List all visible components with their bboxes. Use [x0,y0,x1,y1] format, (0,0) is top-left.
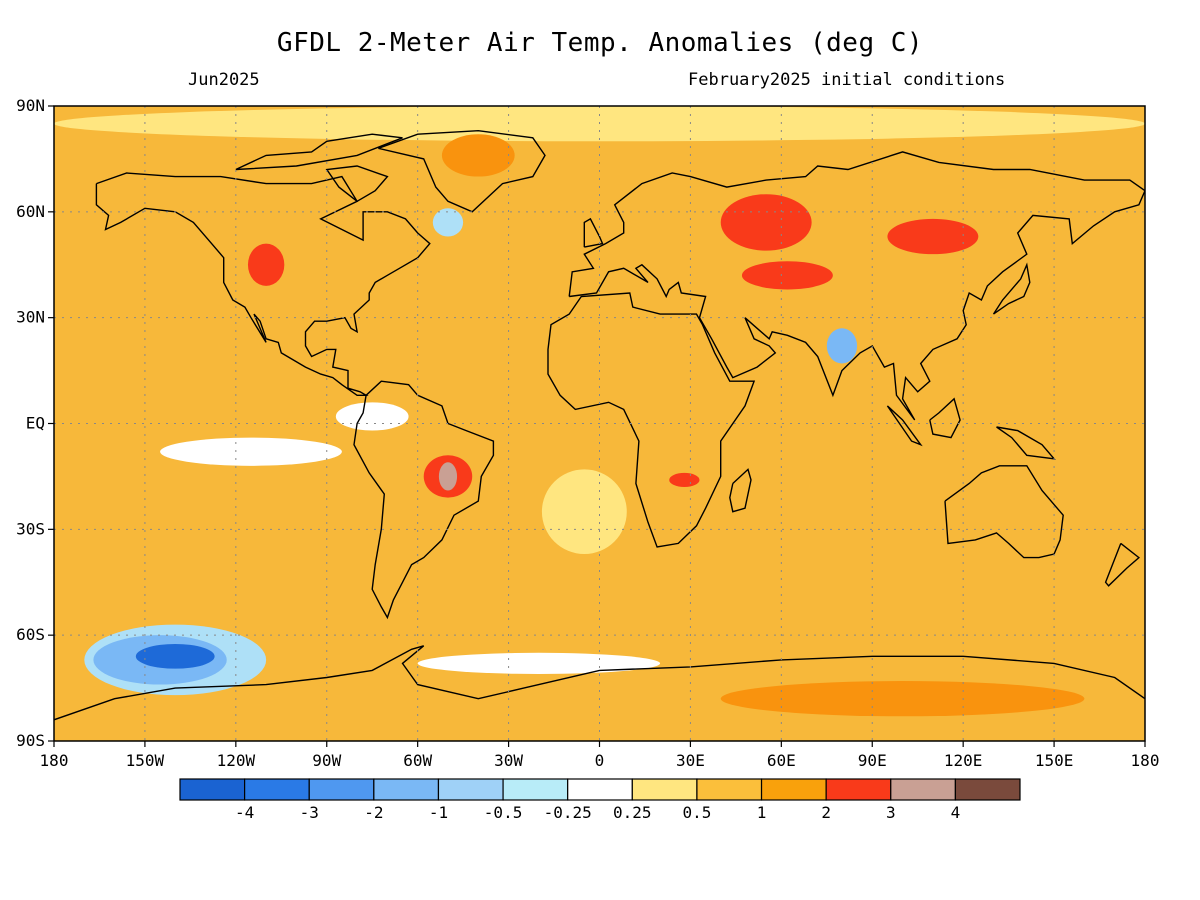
coastline-borneo [929,397,961,439]
coastline-north-america [95,172,431,396]
lon-tick-label: 90E [858,751,887,770]
colorbar-label: -0.5 [484,803,523,822]
valid-month-label: Jun2025 [188,70,260,90]
colorbar-swatch [760,778,827,801]
lat-tick-label: 30N [16,308,45,327]
lat-tick-label: 90S [16,731,45,750]
anomaly-region-east-asia-warm [887,218,979,255]
anomaly-region-central-asia-warm [741,261,833,290]
lat-tick-label: 60S [16,625,45,644]
lon-tick-label: 120W [217,751,256,770]
anomaly-region-antarctic-coast-warm [720,681,1085,717]
colorbar-label: 2 [821,803,831,822]
coastline-africa [547,292,756,548]
lon-tick-label: 30W [494,751,523,770]
lon-tick-label: 180 [1131,751,1160,770]
anomaly-region-equatorial-east-pacific-neutral [335,402,409,431]
colorbar-label: -3 [300,803,319,822]
colorbar-swatch [373,778,440,801]
lon-tick-label: 150E [1035,751,1074,770]
colorbar-swatch [890,778,956,801]
colorbar-swatch [308,778,375,801]
anomaly-region-south-atlantic-neutral [541,469,627,555]
colorbar-swatch [244,778,310,801]
coastline-antarctica [54,645,1145,721]
anomaly-region-west-north-america-warm [247,243,285,286]
coastline-sumatra [886,405,923,447]
colorbar: -4 -3 -2 -1 -0.5 -0.25 0.25 0.5 1 2 3 4 [179,778,1021,822]
anomaly-region-equatorial-pacific-neutral [160,437,342,466]
coastline-greenland [378,129,546,213]
coastline-baffin [325,165,389,202]
latitude-ticks: 90N 60N 30N EQ 30S 60S 90S [16,96,54,750]
colorbar-label: 4 [951,803,961,822]
lat-tick-label: 60N [16,202,45,221]
lat-tick-label: 30S [16,519,45,538]
coastline-new-zealand [1104,542,1140,587]
lon-tick-label: 60E [767,751,796,770]
coastline-south-america [353,380,495,620]
init-conditions-label: February2025 initial conditions [688,70,1006,90]
anomaly-region-greenland-warm [441,134,515,177]
coastline-arctic-islands [235,133,403,171]
coastlines [54,129,1145,721]
colorbar-label: -2 [364,803,383,822]
gridlines [54,106,1145,741]
anomaly-region-south-pacific-cold-core [135,643,215,669]
colorbar-label: -0.25 [544,803,592,822]
anomaly-region-siberia-warm [720,194,812,251]
coastline-eurasia [568,151,1145,421]
anomaly-region-labrador-sea-cool [432,208,464,237]
lon-tick-label: 150W [126,751,165,770]
lon-tick-label: 120E [944,751,983,770]
anomaly-region-india-cool [826,328,858,364]
coastline-britain [583,217,604,248]
anomaly-region-southern-africa-warm [669,472,700,488]
lat-tick-label: 90N [16,96,45,115]
lat-tick-label: EQ [26,414,45,433]
coastline-australia [944,465,1064,559]
coastline-madagascar [729,468,752,513]
colorbar-label: 1 [757,803,767,822]
colorbar-swatch [954,778,1021,801]
anomaly-region-brazil-warm-core [438,462,458,491]
colorbar-swatch [567,778,633,801]
colorbar-label: 0.5 [682,803,711,822]
lon-tick-label: 30E [676,751,705,770]
colorbar-label: -1 [429,803,448,822]
chart-title: GFDL 2-Meter Air Temp. Anomalies (deg C) [276,28,924,58]
colorbar-label: -4 [235,803,254,822]
colorbar-swatch [631,778,698,801]
colorbar-swatch [179,778,246,801]
colorbar-label: 3 [886,803,896,822]
lon-tick-label: 90W [312,751,341,770]
lon-tick-label: 60W [403,751,432,770]
colorbar-label: 0.25 [613,803,652,822]
lon-tick-label: 0 [595,751,605,770]
colorbar-swatch [437,778,504,801]
coastline-japan [992,262,1031,315]
lon-tick-label: 180 [40,751,69,770]
colorbar-swatch [825,778,892,801]
colorbar-swatch [696,778,763,801]
colorbar-swatch [502,778,569,801]
anomaly-region-southern-ocean-neutral [417,652,661,674]
longitude-ticks: 180 150W 120W 90W 60W 30W 0 30E 60E 90E 120E 150E 18… [40,741,1160,770]
